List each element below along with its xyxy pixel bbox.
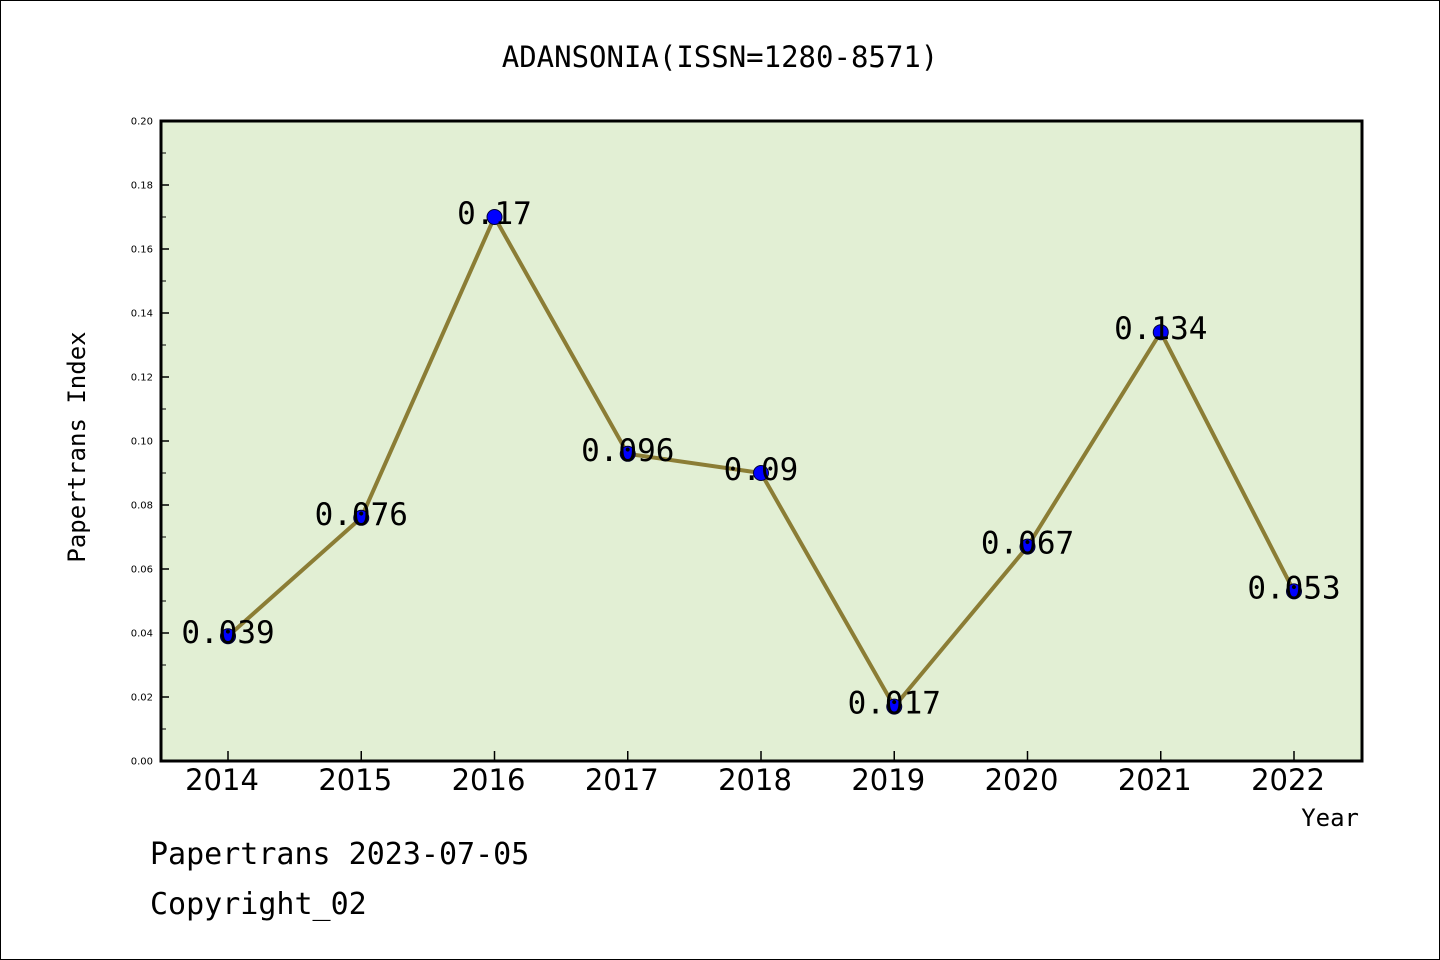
y-tick-label-10: 0.20	[131, 117, 153, 128]
data-label-2014: 0.039	[181, 615, 274, 651]
chart-title: ADANSONIA(ISSN=1280-8571)	[502, 40, 939, 74]
y-tick-label-0: 0.00	[131, 757, 153, 768]
y-tick-label-5: 0.10	[131, 437, 153, 448]
y-tick-label-4: 0.08	[131, 501, 153, 512]
data-label-2019: 0.017	[848, 686, 941, 722]
data-label-2017: 0.096	[581, 433, 674, 469]
x-tick-label-2022: 2022	[1251, 763, 1325, 797]
point-2015	[353, 509, 370, 526]
x-tick-label-2017: 2017	[585, 763, 659, 797]
y-tick-label-3: 0.06	[131, 565, 153, 576]
point-2021	[1152, 324, 1169, 341]
series-papertrans-index	[220, 209, 1302, 715]
y-tick-label-9: 0.18	[131, 181, 153, 192]
y-axis: 0.00 0.02 0.04 0.06 0.08 0.10 0.12 0.14 0.16 0.18…	[131, 117, 169, 768]
point-2017	[619, 445, 636, 462]
footer-copyright: Copyright_02	[150, 887, 367, 922]
data-label-2021: 0.134	[1114, 311, 1207, 347]
y-tick-label-1: 0.02	[131, 693, 153, 704]
point-2016	[486, 209, 503, 225]
data-label-2015: 0.076	[315, 497, 408, 533]
y-tick-label-6: 0.12	[131, 373, 153, 384]
x-axis-label: Year	[1301, 804, 1359, 832]
plot-frame	[159, 119, 1364, 763]
data-label-2018: 0.09	[724, 452, 799, 488]
data-label-2016: 0.17	[457, 196, 532, 232]
point-2014	[220, 628, 236, 645]
x-tick-label-2020: 2020	[985, 763, 1059, 797]
x-tick-label-2018: 2018	[718, 763, 792, 797]
x-tick-label-2015: 2015	[318, 763, 392, 797]
x-tick-label-2014: 2014	[185, 763, 259, 797]
point-2018	[753, 465, 769, 481]
x-axis: 2014 2015 2016 2017 2018 2019 2020 2021 2022	[185, 751, 1325, 797]
point-2020	[1019, 538, 1036, 555]
point-2019	[886, 698, 903, 715]
plot-area	[161, 121, 1362, 761]
y-tick-label-8: 0.16	[131, 245, 153, 256]
y-axis-label: Papertrans Index	[63, 331, 91, 562]
data-labels: 0.039 0.076 0.17 0.096 0.09 0.017 0.067 0.134 0.…	[181, 196, 1340, 722]
point-2022	[1286, 583, 1302, 600]
x-tick-label-2021: 2021	[1118, 763, 1192, 797]
data-label-2022: 0.053	[1247, 570, 1340, 606]
y-tick-label-2: 0.04	[131, 629, 153, 640]
y-tick-label-7: 0.14	[131, 309, 153, 320]
footer-date: Papertrans 2023-07-05	[150, 837, 529, 872]
x-tick-label-2016: 2016	[452, 763, 526, 797]
x-tick-label-2019: 2019	[851, 763, 925, 797]
data-label-2020: 0.067	[981, 526, 1074, 562]
